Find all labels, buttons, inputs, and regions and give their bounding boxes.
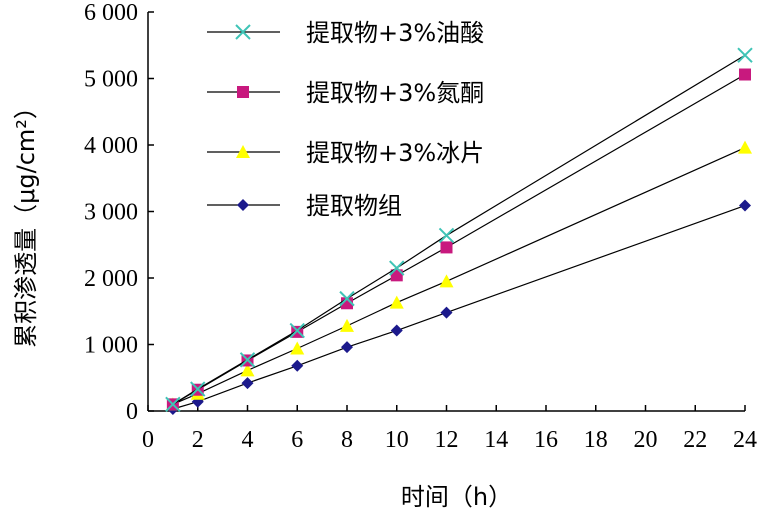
y-tick-label: 1 000 [84, 333, 138, 359]
x-tick-label: 24 [733, 427, 757, 453]
data-point [389, 260, 405, 276]
legend-label: 提取物+3%冰片 [306, 139, 484, 167]
legend-item: 提取物+3%油酸 [207, 19, 484, 47]
data-point [291, 359, 304, 372]
series-1 [165, 47, 753, 413]
data-point [239, 352, 256, 368]
data-point [738, 140, 752, 154]
data-point [290, 341, 305, 355]
legend-item: 提取物+3%冰片 [207, 139, 484, 167]
y-tick-label: 3 000 [84, 200, 138, 226]
legend-marker [235, 24, 251, 40]
series-line [172, 204, 746, 410]
x-tick-label: 14 [484, 427, 508, 453]
data-point [439, 274, 454, 288]
data-point [340, 318, 354, 332]
y-axis-title: 累积渗透量（μg/cm²） [12, 95, 40, 348]
x-tick-label: 0 [142, 427, 154, 453]
y-axis-ticks: 0 1 000 2 000 3 000 4 000 5 000 6 000 [84, 0, 154, 425]
y-tick-label: 4 000 [84, 133, 138, 159]
data-point [339, 290, 355, 307]
legend-label: 提取物+3%氮酮 [306, 79, 484, 107]
data-point [190, 381, 206, 397]
data-point [241, 377, 254, 390]
series-layer [165, 47, 753, 416]
series-line [172, 147, 746, 405]
series-3 [165, 140, 752, 411]
x-tick-label: 22 [683, 427, 707, 453]
series-line [172, 73, 746, 405]
legend-marker [237, 199, 249, 211]
data-point [390, 324, 403, 337]
legend-item: 提取物组 [207, 192, 402, 220]
data-point [739, 199, 751, 212]
x-tick-label: 12 [435, 427, 459, 453]
y-tick-label: 0 [126, 399, 138, 425]
legend-item: 提取物+3%氮酮 [207, 79, 484, 107]
x-tick-label: 20 [634, 427, 658, 453]
legend-marker [237, 86, 249, 98]
x-axis-ticks: 0 2 4 6 8 10 12 14 16 18 20 22 24 [142, 405, 757, 453]
data-point [389, 295, 404, 309]
x-tick-label: 16 [534, 427, 558, 453]
y-tick-label: 5 000 [84, 67, 138, 93]
legend-marker [236, 145, 250, 158]
data-point [440, 306, 453, 319]
legend-label: 提取物组 [306, 192, 402, 220]
data-point [240, 363, 255, 377]
data-point [737, 47, 753, 63]
data-point [440, 241, 453, 254]
x-tick-label: 6 [291, 427, 303, 453]
y-tick-label: 6 000 [84, 0, 138, 26]
y-tick-label: 2 000 [84, 266, 138, 292]
series-2 [166, 68, 751, 411]
legend-label: 提取物+3%油酸 [306, 19, 484, 47]
series-4 [166, 199, 751, 416]
x-tick-label: 18 [584, 427, 608, 453]
series-line [172, 54, 746, 405]
axes [147, 12, 745, 412]
data-point [341, 341, 353, 354]
data-point [289, 322, 305, 339]
x-tick-label: 2 [192, 427, 204, 453]
x-tick-label: 10 [385, 427, 409, 453]
x-axis-title: 时间（h） [401, 483, 512, 511]
data-point [739, 68, 751, 81]
x-tick-label: 8 [341, 427, 353, 453]
data-point [438, 227, 455, 244]
data-point [165, 396, 181, 413]
x-tick-label: 4 [242, 427, 254, 453]
